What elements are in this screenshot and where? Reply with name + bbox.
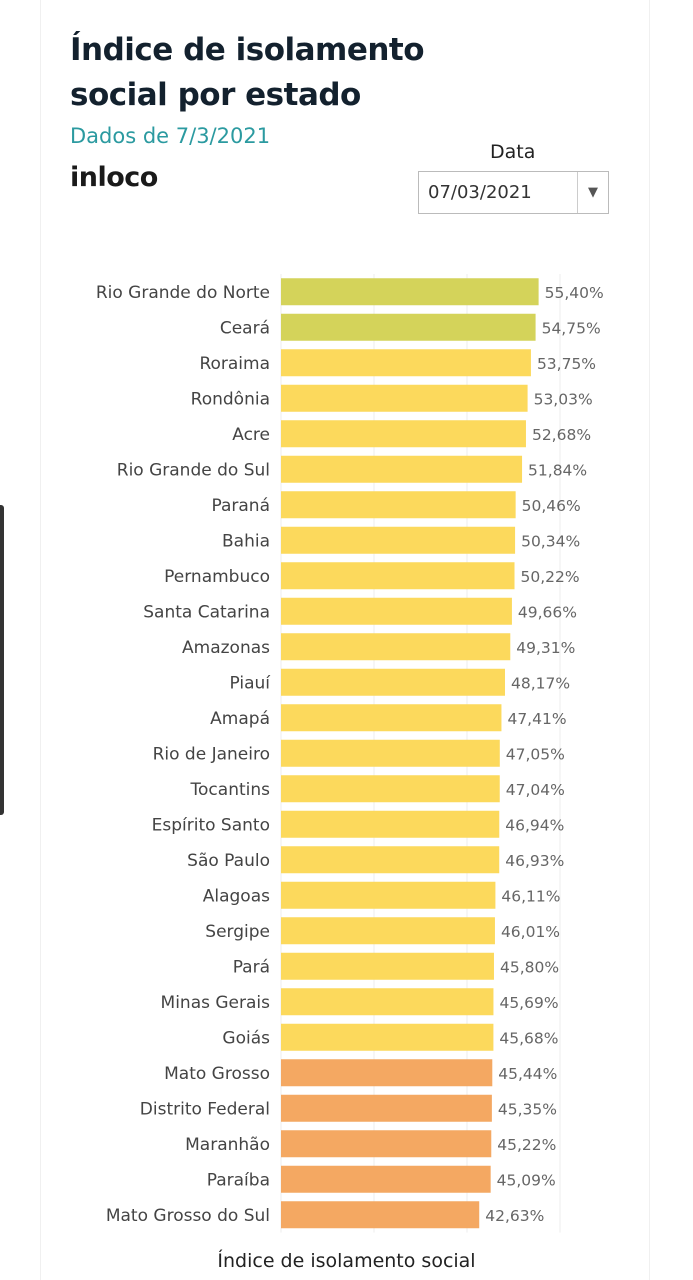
value-label: 46,11%	[501, 887, 560, 905]
value-label: 50,46%	[522, 497, 581, 515]
value-label: 51,84%	[528, 461, 587, 479]
category-label: Sergipe	[205, 922, 270, 942]
category-label: Distrito Federal	[140, 1099, 270, 1119]
bar[interactable]	[281, 917, 495, 945]
category-label: Tocantins	[190, 780, 271, 800]
bar[interactable]	[281, 313, 536, 341]
chevron-down-icon[interactable]: ▼	[577, 172, 608, 213]
category-label: Piauí	[229, 673, 271, 693]
bar[interactable]	[281, 1059, 493, 1087]
category-label: Minas Gerais	[161, 993, 271, 1013]
category-label: Rio de Janeiro	[153, 744, 270, 764]
date-filter-label: Data	[490, 141, 536, 163]
bar[interactable]	[281, 384, 528, 412]
category-label: Pará	[233, 957, 270, 977]
value-label: 45,09%	[497, 1171, 556, 1189]
category-label: Rio Grande do Norte	[96, 283, 270, 303]
value-label: 53,03%	[534, 390, 593, 408]
category-label: Amapá	[210, 709, 270, 729]
category-label: Rio Grande do Sul	[117, 460, 270, 480]
category-label: Paraíba	[207, 1170, 270, 1190]
value-label: 55,40%	[545, 284, 604, 302]
bar[interactable]	[281, 349, 531, 377]
value-label: 45,69%	[499, 994, 558, 1012]
bar[interactable]	[281, 668, 505, 696]
title-line-1: Índice de isolamento	[70, 32, 425, 68]
value-label: 45,35%	[498, 1100, 557, 1118]
bar[interactable]	[281, 775, 500, 803]
value-label: 48,17%	[511, 674, 570, 692]
category-label: Mato Grosso	[164, 1064, 270, 1084]
title-line-2: social por estado	[70, 77, 361, 113]
bar[interactable]	[281, 526, 516, 554]
bar[interactable]	[281, 1094, 492, 1122]
value-label: 47,41%	[507, 710, 566, 728]
category-label: Amazonas	[182, 638, 270, 658]
value-label: 42,63%	[485, 1207, 544, 1225]
category-label: Paraná	[211, 496, 270, 516]
bar[interactable]	[281, 1165, 491, 1193]
bar[interactable]	[281, 810, 500, 838]
category-label: Goiás	[222, 1028, 270, 1048]
bar[interactable]	[281, 846, 500, 874]
dashboard-panel	[40, 0, 650, 1280]
category-label: Bahia	[222, 531, 270, 551]
bar[interactable]	[281, 455, 523, 483]
bar[interactable]	[281, 562, 515, 590]
category-label: Acre	[232, 425, 270, 445]
value-label: 45,44%	[498, 1065, 557, 1083]
category-label: São Paulo	[187, 851, 270, 871]
date-select-value: 07/03/2021	[428, 182, 532, 203]
value-label: 45,22%	[497, 1136, 556, 1154]
value-label: 50,22%	[521, 568, 580, 586]
category-label: Espírito Santo	[152, 815, 270, 835]
bar[interactable]	[281, 739, 500, 767]
page-title: Índice de isolamento social por estado	[70, 28, 425, 118]
value-label: 49,31%	[516, 639, 575, 657]
brand-logo: inloco	[70, 162, 158, 193]
category-label: Maranhão	[185, 1135, 270, 1155]
value-label: 45,68%	[499, 1029, 558, 1047]
bar[interactable]	[281, 278, 539, 306]
bar[interactable]	[281, 1130, 492, 1158]
bar[interactable]	[281, 952, 494, 980]
bar[interactable]	[281, 633, 511, 661]
category-label: Santa Catarina	[143, 602, 270, 622]
bar[interactable]	[281, 420, 526, 448]
value-label: 47,04%	[506, 781, 565, 799]
value-label: 54,75%	[542, 319, 601, 337]
value-label: 53,75%	[537, 355, 596, 373]
value-label: 46,94%	[505, 816, 564, 834]
value-label: 49,66%	[518, 603, 577, 621]
bar[interactable]	[281, 1201, 480, 1229]
subtitle: Dados de 7/3/2021	[70, 124, 271, 148]
value-label: 52,68%	[532, 426, 591, 444]
value-label: 47,05%	[506, 745, 565, 763]
value-label: 46,93%	[505, 852, 564, 870]
bar[interactable]	[281, 704, 502, 732]
category-label: Mato Grosso do Sul	[106, 1206, 270, 1226]
value-label: 50,34%	[521, 532, 580, 550]
bar[interactable]	[281, 881, 496, 909]
bar[interactable]	[281, 1023, 494, 1051]
category-label: Rondônia	[191, 389, 270, 409]
bar[interactable]	[281, 491, 516, 519]
category-label: Pernambuco	[164, 567, 270, 587]
value-label: 45,80%	[500, 958, 559, 976]
category-label: Ceará	[220, 318, 270, 338]
bar[interactable]	[281, 597, 512, 625]
edge-scroll-handle[interactable]	[0, 505, 4, 815]
value-label: 46,01%	[501, 923, 560, 941]
bar[interactable]	[281, 988, 494, 1016]
category-label: Alagoas	[203, 886, 270, 906]
x-axis-label: Índice de isolamento social	[217, 1250, 476, 1272]
category-label: Roraima	[199, 354, 270, 374]
date-select[interactable]: 07/03/2021 ▼	[418, 171, 609, 214]
